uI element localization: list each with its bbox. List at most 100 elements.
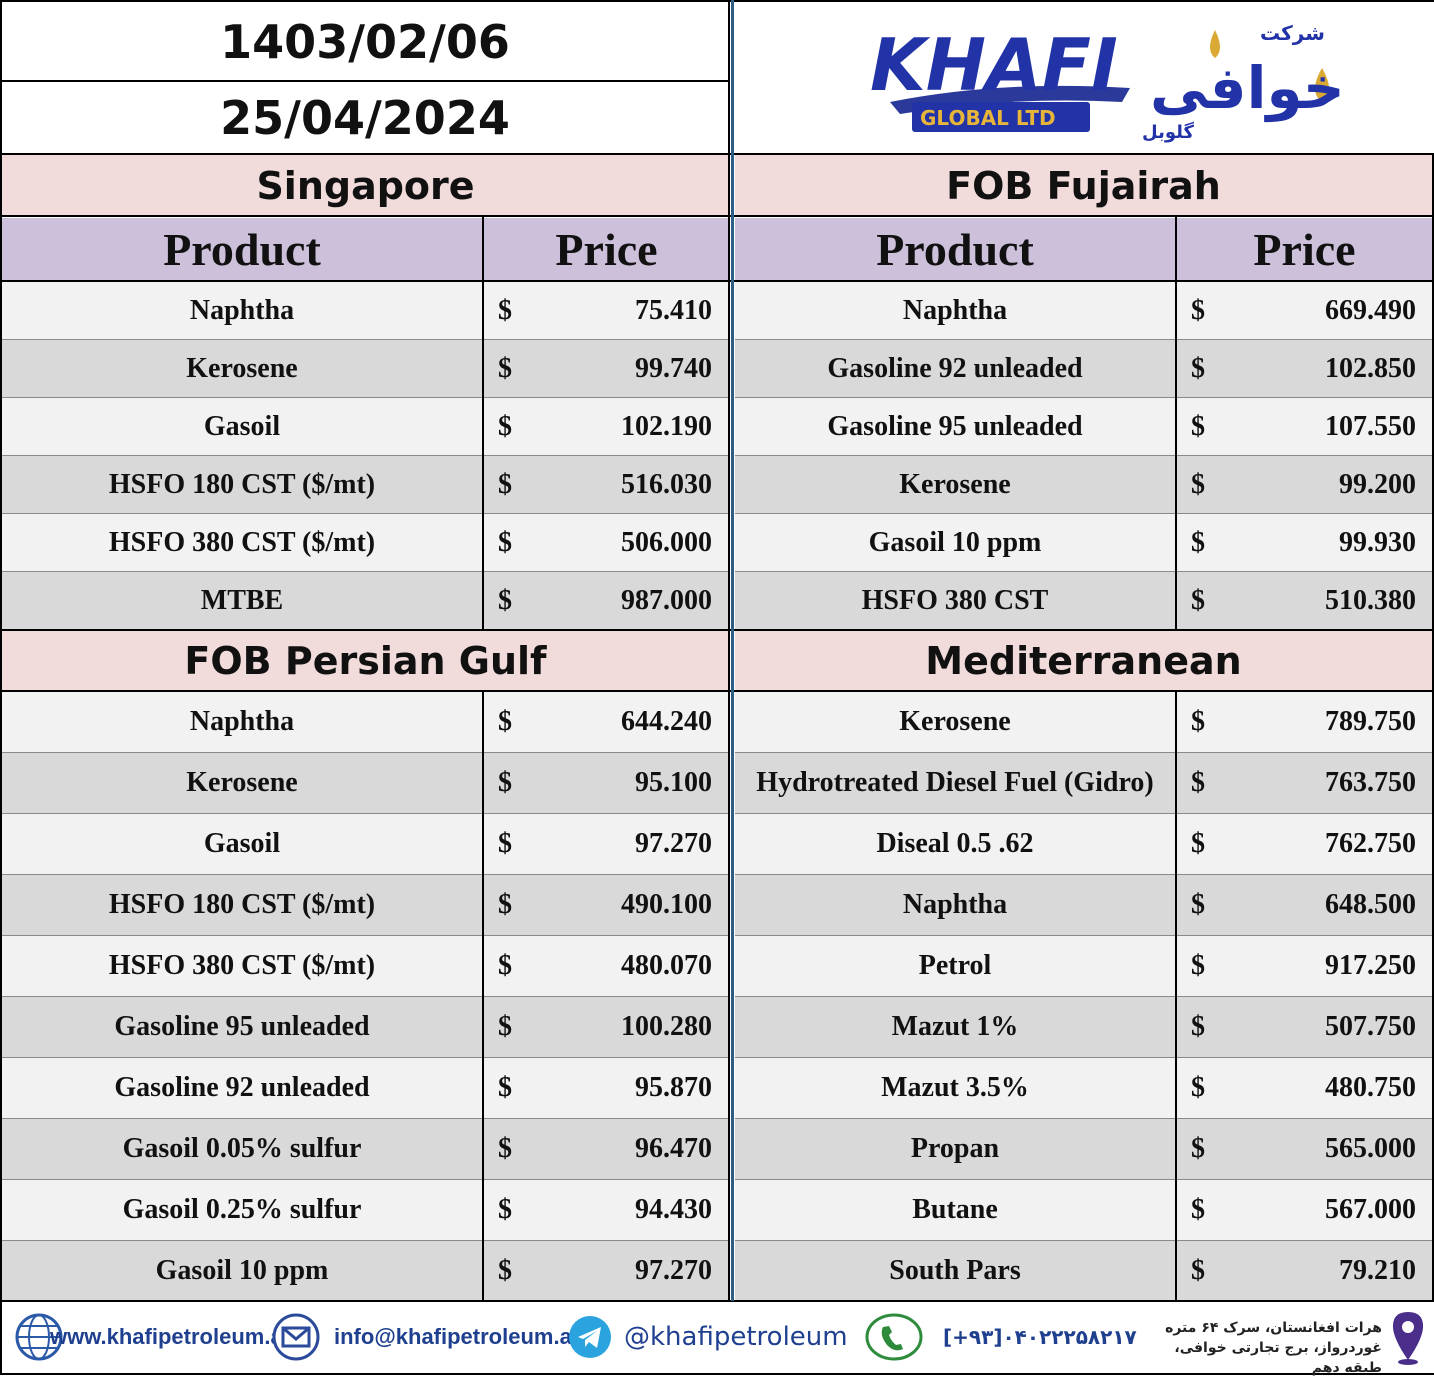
mediterranean-price-cell: $789.750: [1175, 692, 1432, 752]
persian-gulf-price-cell: $95.870: [482, 1058, 728, 1118]
footer-website[interactable]: www.khafipetroleum.af: [14, 1310, 290, 1364]
currency-symbol: $: [498, 410, 512, 442]
logo-persian-bottom: گلوبل: [1142, 121, 1194, 143]
singapore-price: 506.000: [621, 526, 712, 558]
singapore-price-cell: $99.740: [482, 340, 728, 397]
singapore-product: Naphtha: [189, 294, 295, 326]
singapore-price-cell: $102.190: [482, 398, 728, 455]
persian-gulf-row: Kerosene $95.100: [2, 753, 728, 814]
singapore-price: 102.190: [621, 410, 712, 442]
phone-text: [+۹۳]۰۴۰۲۲۲۵۸۲۱۷: [943, 1325, 1137, 1349]
singapore-row: HSFO 380 CST ($/mt) $506.000: [2, 514, 728, 572]
mediterranean-price-cell: $565.000: [1175, 1119, 1432, 1179]
mediterranean-price-cell: $480.750: [1175, 1058, 1432, 1118]
fujairah-price-cell: $510.380: [1175, 572, 1432, 629]
currency-symbol: $: [1191, 1255, 1205, 1286]
fujairah-product: Gasoil 10 ppm: [868, 526, 1042, 558]
currency-symbol: $: [1191, 889, 1205, 920]
currency-symbol: $: [1191, 1133, 1205, 1164]
singapore-row: HSFO 180 CST ($/mt) $516.030: [2, 456, 728, 514]
persian-gulf-row: HSFO 180 CST ($/mt) $490.100: [2, 875, 728, 936]
currency-symbol: $: [1191, 410, 1205, 442]
fujairah-row: Gasoline 95 unleaded $107.550: [735, 398, 1432, 456]
persian-gulf-row: Gasoil 0.25% sulfur $94.430: [2, 1180, 728, 1241]
persian-gulf-product: Gasoil: [203, 828, 281, 859]
mediterranean-price: 565.000: [1325, 1133, 1416, 1164]
singapore-price: 987.000: [621, 584, 712, 616]
mediterranean-price-cell: $917.250: [1175, 936, 1432, 996]
persian-gulf-row: Naphtha $644.240: [2, 692, 728, 753]
singapore-product: HSFO 380 CST ($/mt): [108, 526, 376, 558]
persian-gulf-price-cell: $97.270: [482, 1241, 728, 1301]
date-gregorian: 25/04/2024: [220, 91, 510, 145]
currency-symbol: $: [498, 1072, 512, 1103]
footer-telegram[interactable]: @khafipetroleum: [568, 1312, 848, 1362]
currency-symbol: $: [498, 468, 512, 500]
currency-symbol: $: [498, 526, 512, 558]
telegram-text: @khafipetroleum: [624, 1322, 848, 1352]
mediterranean-price-cell: $507.750: [1175, 997, 1432, 1057]
footer-phone[interactable]: [+۹۳]۰۴۰۲۲۲۵۸۲۱۷: [865, 1312, 1137, 1362]
fujairah-row: Naphtha $669.490: [735, 282, 1432, 340]
fujairah-price-cell: $99.930: [1175, 514, 1432, 571]
persian-gulf-product: Gasoil 0.25% sulfur: [122, 1194, 362, 1225]
persian-gulf-product: Gasoil 10 ppm: [155, 1255, 329, 1286]
mediterranean-product: Butane: [912, 1194, 998, 1225]
mediterranean-price: 648.500: [1325, 889, 1416, 920]
currency-symbol: $: [1191, 1194, 1205, 1225]
website-text: www.khafipetroleum.af: [50, 1324, 291, 1349]
currency-symbol: $: [498, 828, 512, 859]
persian-gulf-product: Gasoline 92 unleaded: [114, 1072, 370, 1103]
mediterranean-product: Naphtha: [902, 889, 1008, 920]
persian-gulf-product: Naphtha: [189, 706, 295, 737]
fujairah-price: 510.380: [1325, 584, 1416, 616]
globe-icon: [14, 1312, 64, 1362]
mediterranean-product: Diseal 0.5 .62: [876, 828, 1034, 859]
mediterranean-row: Diseal 0.5 .62 $762.750: [735, 814, 1432, 875]
email-text: info@khafipetroleum.af: [334, 1324, 580, 1349]
company-logo: KHAFI GLOBAL LTD شرکت خوافی گلوبل: [860, 10, 1350, 145]
fujairah-row: Gasoline 92 unleaded $102.850: [735, 340, 1432, 398]
mediterranean-row: Mazut 1% $507.750: [735, 997, 1432, 1058]
address-line-2: غوردرواز، برج تجارتی خوافی، طبقه دهم: [1174, 1340, 1382, 1376]
persian-gulf-product: HSFO 180 CST ($/mt): [108, 889, 376, 920]
mediterranean-row: Butane $567.000: [735, 1180, 1432, 1241]
persian-gulf-price-cell: $94.430: [482, 1180, 728, 1240]
persian-gulf-price: 97.270: [635, 1255, 712, 1286]
fujairah-product: Naphtha: [902, 294, 1008, 326]
footer-email[interactable]: info@khafipetroleum.af: [272, 1312, 579, 1362]
logo-persian-main: خوافی: [1150, 54, 1345, 123]
singapore-product: Kerosene: [186, 352, 298, 384]
persian-gulf-price: 480.070: [621, 950, 712, 981]
footer-address: هرات افغانستان، سرک ۶۴ متره غوردرواز، بر…: [1140, 1318, 1382, 1376]
currency-symbol: $: [498, 294, 512, 326]
singapore-price: 516.030: [621, 468, 712, 500]
fujairah-price-cell: $99.200: [1175, 456, 1432, 513]
persian-gulf-row: Gasoil 0.05% sulfur $96.470: [2, 1119, 728, 1180]
col-price-left: Price: [484, 218, 729, 280]
currency-symbol: $: [1191, 1072, 1205, 1103]
address-line-1: هرات افغانستان، سرک ۶۴ متره: [1165, 1320, 1382, 1336]
currency-symbol: $: [498, 767, 512, 798]
currency-symbol: $: [498, 1133, 512, 1164]
persian-gulf-price: 97.270: [635, 828, 712, 859]
mediterranean-price: 762.750: [1325, 828, 1416, 859]
currency-symbol: $: [1191, 584, 1205, 616]
currency-symbol: $: [1191, 1011, 1205, 1042]
mediterranean-product: Petrol: [918, 950, 992, 981]
persian-gulf-row: Gasoline 92 unleaded $95.870: [2, 1058, 728, 1119]
col-product-right: Product: [735, 218, 1175, 280]
region-mediterranean: Mediterranean: [735, 631, 1432, 691]
persian-gulf-price: 644.240: [621, 706, 712, 737]
date-persian: 1403/02/06: [220, 15, 510, 69]
mediterranean-price: 763.750: [1325, 767, 1416, 798]
singapore-price: 99.740: [635, 352, 712, 384]
persian-gulf-price-cell: $100.280: [482, 997, 728, 1057]
fujairah-price: 669.490: [1325, 294, 1416, 326]
mediterranean-price: 789.750: [1325, 706, 1416, 737]
singapore-product: HSFO 180 CST ($/mt): [108, 468, 376, 500]
mediterranean-row: Naphtha $648.500: [735, 875, 1432, 936]
fujairah-product: Gasoline 95 unleaded: [827, 410, 1083, 442]
persian-gulf-product: Gasoil 0.05% sulfur: [122, 1133, 362, 1164]
singapore-product: MTBE: [200, 584, 284, 616]
